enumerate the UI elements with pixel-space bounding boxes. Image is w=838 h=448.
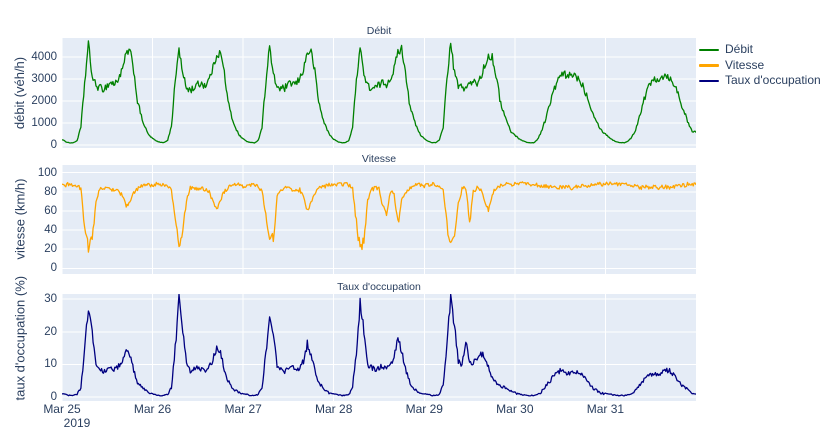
legend-label-taux: Taux d'occupation [725,73,821,88]
plot-area-vitesse[interactable] [62,165,696,274]
legend-item-taux[interactable]: Taux d'occupation [699,73,821,89]
x-tick-label: Mar 30 [496,402,534,416]
y-tick-label: 4000 [31,51,57,63]
y-tick-label: 1000 [31,117,57,129]
y-tick-label: 2000 [31,95,57,107]
vitesse-line [62,181,696,253]
x-tick-label: Mar 25 [43,402,81,416]
vitesse-line-swatch [699,64,719,67]
x-tick-label: Mar 29 [405,402,443,416]
x-tick-label: Mar 28 [315,402,353,416]
gridlines [62,294,696,401]
taux-line-swatch [699,79,719,82]
subplot-title-vitesse: Vitesse [361,153,397,165]
taux-line [62,294,696,397]
legend: Débit Vitesse Taux d'occupation [699,42,821,89]
plot-area-taux[interactable] [62,294,696,401]
legend-label-debit: Débit [725,42,754,57]
plot-background [62,165,696,274]
plot-background [62,294,696,401]
gridlines [62,38,696,148]
y-tick-label: 0 [50,262,57,275]
subplot-title-debit: Débit [366,25,392,37]
x-axis-year-label: 2019 [63,416,91,430]
x-tick-label: Mar 27 [224,402,262,416]
y-tick-label: 100 [37,166,57,179]
y-axis-title-vitesse: vitesse (km/h) [12,178,28,260]
debit-line [62,40,696,144]
y-tick-label: 20 [44,243,57,256]
plot-area-debit[interactable] [62,38,696,148]
y-tick-label: 30 [44,293,57,306]
legend-item-debit[interactable]: Débit [699,42,821,58]
y-tick-label: 20 [44,325,57,338]
y-tick-label: 0 [50,139,57,151]
y-tick-label: 0 [50,391,57,404]
plot-background [62,38,696,148]
gridlines [62,165,696,274]
y-axis-title-taux: taux d'occupation (%) [12,275,28,401]
y-tick-label: 80 [44,185,57,198]
debit-line-swatch [699,48,719,51]
y-tick-label: 10 [44,358,57,371]
x-tick-label: Mar 31 [586,402,625,416]
y-tick-label: 40 [44,224,57,237]
y-tick-label: 3000 [31,73,57,85]
x-tick-label: Mar 26 [133,402,172,416]
subplot-title-taux: Taux d'occupation [337,281,421,293]
y-tick-label: 60 [44,204,57,217]
legend-item-vitesse[interactable]: Vitesse [699,58,821,74]
legend-label-vitesse: Vitesse [725,57,765,72]
